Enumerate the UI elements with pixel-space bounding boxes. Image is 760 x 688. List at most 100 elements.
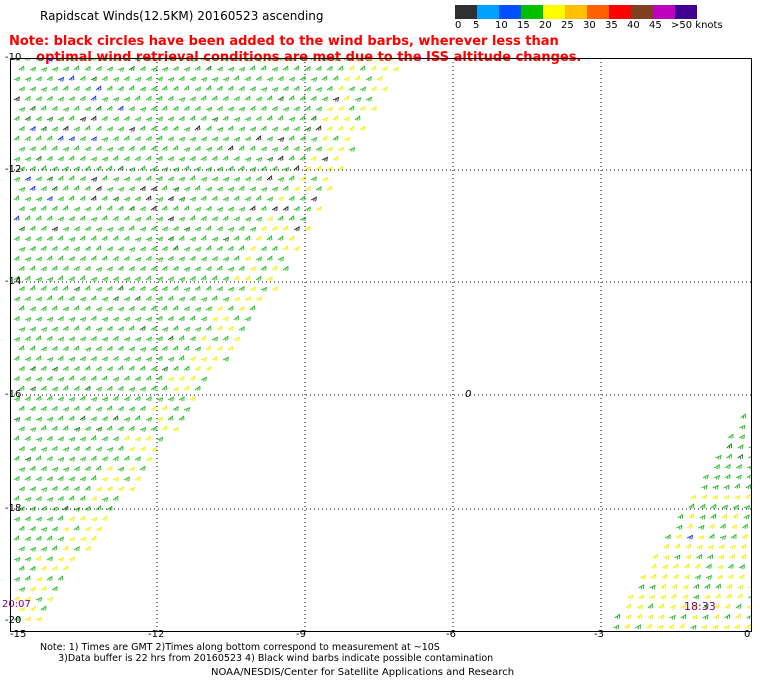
wind-barb bbox=[337, 125, 344, 131]
wind-barb bbox=[249, 286, 256, 292]
wind-barb bbox=[293, 145, 300, 152]
wind-barb bbox=[84, 546, 91, 552]
wind-barb bbox=[167, 315, 174, 322]
wind-barb bbox=[95, 125, 102, 131]
wind-barb bbox=[304, 206, 311, 212]
wind-barb bbox=[646, 623, 652, 629]
wind-barb bbox=[123, 235, 130, 241]
wind-barb bbox=[365, 96, 372, 102]
wind-barb bbox=[194, 206, 202, 212]
wind-barb bbox=[729, 544, 736, 550]
wind-barb bbox=[46, 575, 53, 581]
wind-barb bbox=[40, 186, 47, 192]
wind-barb bbox=[178, 75, 185, 82]
wind-barb bbox=[29, 306, 36, 312]
wind-barb bbox=[123, 215, 130, 221]
wind-barb bbox=[150, 366, 157, 372]
wind-barb bbox=[649, 594, 656, 600]
wind-barb bbox=[178, 136, 186, 142]
wind-barb bbox=[128, 266, 135, 272]
wind-barb bbox=[660, 594, 667, 600]
scale-label: 0 bbox=[455, 20, 462, 31]
wind-barb bbox=[260, 86, 268, 92]
wind-barb bbox=[95, 306, 102, 312]
wind-barb bbox=[189, 96, 196, 102]
wind-barb bbox=[24, 296, 31, 302]
wind-barb bbox=[310, 115, 317, 121]
wind-barb bbox=[167, 216, 174, 222]
wind-barb bbox=[73, 506, 81, 512]
wind-barb bbox=[200, 235, 207, 241]
wind-barb bbox=[704, 583, 710, 589]
wind-barb bbox=[101, 96, 109, 102]
wind-barb bbox=[156, 257, 164, 262]
wind-barb bbox=[73, 485, 80, 492]
wind-barb bbox=[738, 574, 745, 580]
wind-barb bbox=[51, 425, 58, 431]
wind-barb bbox=[183, 205, 190, 211]
wind-barb bbox=[732, 513, 738, 519]
wind-barb bbox=[117, 445, 124, 451]
wind-barb bbox=[238, 285, 245, 292]
wind-barb bbox=[29, 326, 37, 332]
wind-barb bbox=[29, 86, 36, 92]
wind-barb bbox=[299, 95, 306, 101]
wind-barb bbox=[112, 276, 119, 282]
wind-barb bbox=[200, 155, 207, 162]
wind-barb bbox=[18, 546, 25, 552]
wind-barb bbox=[741, 533, 748, 539]
wind-barb bbox=[161, 265, 168, 271]
wind-barb bbox=[73, 206, 81, 212]
wind-barb bbox=[233, 136, 241, 142]
wind-barb bbox=[189, 155, 196, 162]
wind-barb bbox=[29, 265, 36, 271]
wind-barb bbox=[663, 543, 670, 549]
wind-barb bbox=[343, 76, 350, 82]
wind-barb bbox=[46, 335, 53, 341]
wind-barb bbox=[227, 66, 235, 72]
wind-barb bbox=[51, 285, 58, 291]
wind-barb bbox=[343, 95, 350, 101]
wind-barb bbox=[156, 375, 163, 381]
wind-barb bbox=[674, 554, 681, 560]
wind-barb bbox=[68, 155, 75, 161]
wind-barb bbox=[128, 305, 135, 312]
wind-barb bbox=[376, 75, 383, 82]
wind-barb bbox=[112, 415, 119, 421]
wind-barb bbox=[112, 255, 119, 262]
wind-barb bbox=[712, 624, 719, 630]
wind-barb bbox=[172, 245, 179, 251]
wind-barb bbox=[57, 175, 64, 181]
wind-barb bbox=[62, 166, 69, 172]
wind-barb bbox=[723, 484, 730, 490]
wind-barb bbox=[68, 175, 75, 181]
wind-barb bbox=[57, 475, 64, 482]
wind-barb bbox=[682, 584, 689, 590]
wind-barb bbox=[354, 97, 362, 102]
wind-barb bbox=[227, 186, 235, 192]
wind-barb bbox=[233, 315, 240, 321]
wind-barb bbox=[35, 355, 42, 361]
wind-barb bbox=[13, 255, 20, 261]
wind-barb bbox=[156, 436, 164, 442]
wind-barb bbox=[172, 345, 179, 351]
wind-barb bbox=[46, 516, 53, 522]
wind-barb bbox=[101, 456, 108, 462]
wind-barb bbox=[238, 225, 245, 231]
wind-barb bbox=[112, 455, 119, 462]
wind-barb bbox=[101, 276, 108, 282]
wind-barb bbox=[200, 256, 207, 262]
wind-barb bbox=[649, 584, 656, 590]
wind-barb bbox=[726, 583, 732, 589]
wind-barb bbox=[271, 205, 278, 212]
wind-barb bbox=[304, 225, 311, 231]
wind-barb bbox=[205, 65, 212, 71]
wind-barb bbox=[90, 176, 98, 182]
wind-barb bbox=[101, 416, 108, 422]
wind-barb bbox=[40, 425, 47, 431]
wind-barb bbox=[150, 405, 157, 411]
wind-barb bbox=[24, 575, 31, 581]
wind-barb bbox=[227, 206, 234, 212]
wind-barb bbox=[721, 504, 728, 510]
wind-barb bbox=[227, 305, 234, 311]
